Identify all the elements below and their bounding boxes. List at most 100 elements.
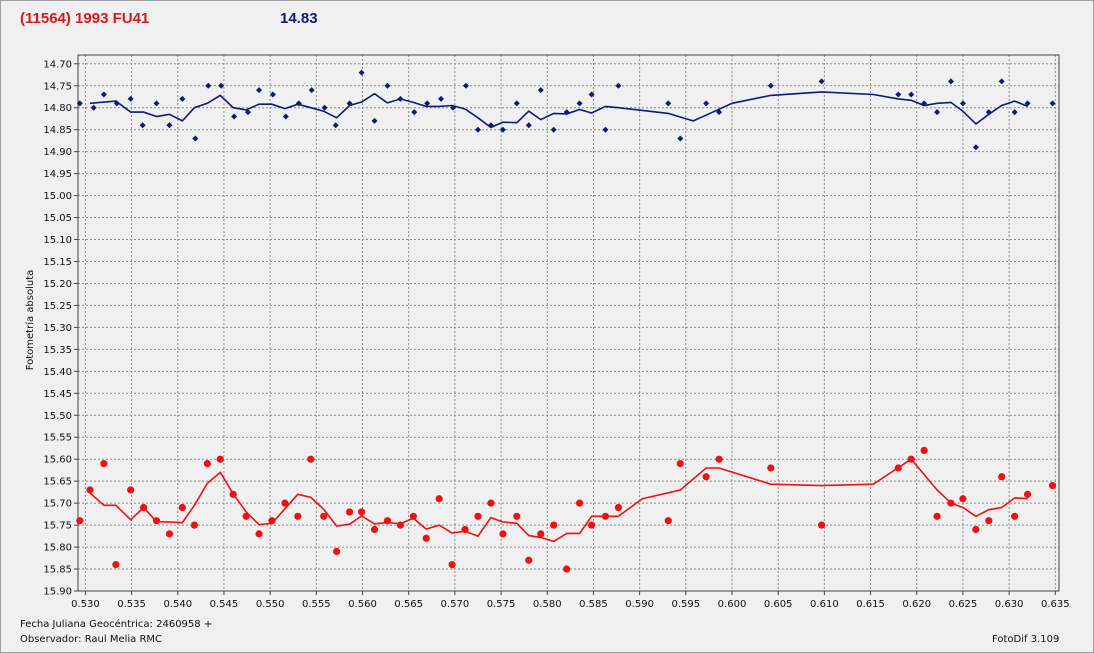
data-point <box>216 455 224 463</box>
x-tick-label: 0.600 <box>718 599 747 610</box>
data-point <box>921 100 928 107</box>
data-point <box>575 499 584 507</box>
object-title: (11564) 1993 FU41 <box>20 10 150 27</box>
y-tick-label: 15.80 <box>43 543 72 554</box>
data-point <box>998 473 1006 481</box>
y-tick-label: 15.05 <box>43 213 72 224</box>
data-point <box>370 525 379 534</box>
x-tick-label: 0.540 <box>163 599 192 610</box>
x-tick-label: 0.625 <box>949 599 978 610</box>
x-tick-label: 0.605 <box>764 599 793 610</box>
data-point <box>525 556 533 564</box>
y-tick-label: 14.80 <box>43 103 72 114</box>
y-tick-label: 15.75 <box>43 521 72 532</box>
data-point <box>295 100 302 107</box>
observer-label: Observador: Raul Melia RMC <box>20 634 163 645</box>
data-point <box>716 109 723 116</box>
data-point <box>411 109 418 116</box>
data-point <box>244 109 251 116</box>
software-version: FotoDif 3.109 <box>992 634 1060 645</box>
data-point <box>461 525 469 534</box>
data-point <box>152 517 161 525</box>
data-point <box>1011 109 1018 116</box>
data-point <box>397 95 404 102</box>
data-point <box>985 109 992 116</box>
x-tick-label: 0.560 <box>348 599 377 610</box>
data-point <box>153 100 160 107</box>
data-point <box>90 104 97 111</box>
y-tick-label: 15.35 <box>43 345 72 356</box>
data-point <box>513 512 521 520</box>
data-point <box>205 82 212 89</box>
data-point <box>165 530 174 538</box>
data-point <box>985 517 993 525</box>
data-point <box>614 503 622 512</box>
x-tick-label: 0.620 <box>902 599 931 610</box>
data-point <box>282 113 289 120</box>
data-point <box>550 126 557 133</box>
data-point <box>933 512 941 520</box>
julian-date-label: Fecha Juliana Geocéntrica: 2460958 + <box>20 619 213 630</box>
data-point <box>409 512 417 520</box>
data-point <box>346 100 353 107</box>
y-tick-label: 15.10 <box>43 235 72 246</box>
data-point <box>959 100 966 107</box>
data-point <box>563 109 570 116</box>
data-point <box>242 512 250 520</box>
x-tick-label: 0.545 <box>210 599 239 610</box>
data-point <box>139 503 148 512</box>
data-point <box>664 517 672 525</box>
data-point <box>818 521 826 529</box>
data-point <box>474 126 481 133</box>
data-point <box>1023 490 1032 498</box>
y-tick-label: 15.20 <box>43 279 72 290</box>
data-point <box>139 122 146 129</box>
y-tick-label: 15.55 <box>43 433 72 444</box>
y-tick-label: 14.95 <box>43 169 72 180</box>
data-point <box>333 547 341 556</box>
data-point <box>448 561 456 569</box>
x-tick-label: 0.555 <box>302 599 331 610</box>
y-tick-label: 14.90 <box>43 147 72 158</box>
data-point <box>947 78 954 85</box>
data-point <box>702 473 710 481</box>
data-point <box>231 113 238 120</box>
x-tick-label: 0.565 <box>394 599 423 610</box>
series-layer <box>76 69 1057 573</box>
data-point <box>818 78 825 85</box>
data-point <box>665 100 672 107</box>
series-fit-line <box>89 91 1028 129</box>
data-point <box>767 82 774 89</box>
x-tick-label: 0.530 <box>71 599 100 610</box>
y-tick-label: 15.70 <box>43 499 72 510</box>
plot-area <box>77 54 1060 592</box>
data-point <box>203 459 211 468</box>
y-tick-label: 15.60 <box>43 455 72 466</box>
y-tick-label: 15.25 <box>43 301 72 312</box>
data-point <box>86 486 94 494</box>
data-point <box>384 82 391 89</box>
data-point <box>537 87 544 94</box>
data-point <box>332 122 339 129</box>
y-axis-label: Fotometría absoluta <box>24 270 36 371</box>
data-point <box>269 91 276 98</box>
data-point <box>76 517 84 525</box>
y-tick-label: 15.40 <box>43 367 72 378</box>
x-tick-label: 0.585 <box>579 599 608 610</box>
x-tick-label: 0.635 <box>1041 599 1070 610</box>
y-tick-label: 14.75 <box>43 81 72 92</box>
series-fit-line <box>89 458 1028 543</box>
data-point <box>357 508 366 516</box>
data-point <box>601 512 610 520</box>
data-point <box>422 534 430 542</box>
data-point <box>998 78 1005 85</box>
x-tick-label: 0.590 <box>625 599 654 610</box>
data-point <box>525 122 532 129</box>
data-point <box>499 126 506 133</box>
data-point <box>1024 100 1031 107</box>
data-point <box>127 486 135 494</box>
y-tick-label: 14.85 <box>43 125 72 136</box>
data-point <box>588 91 595 98</box>
data-point <box>615 82 622 89</box>
